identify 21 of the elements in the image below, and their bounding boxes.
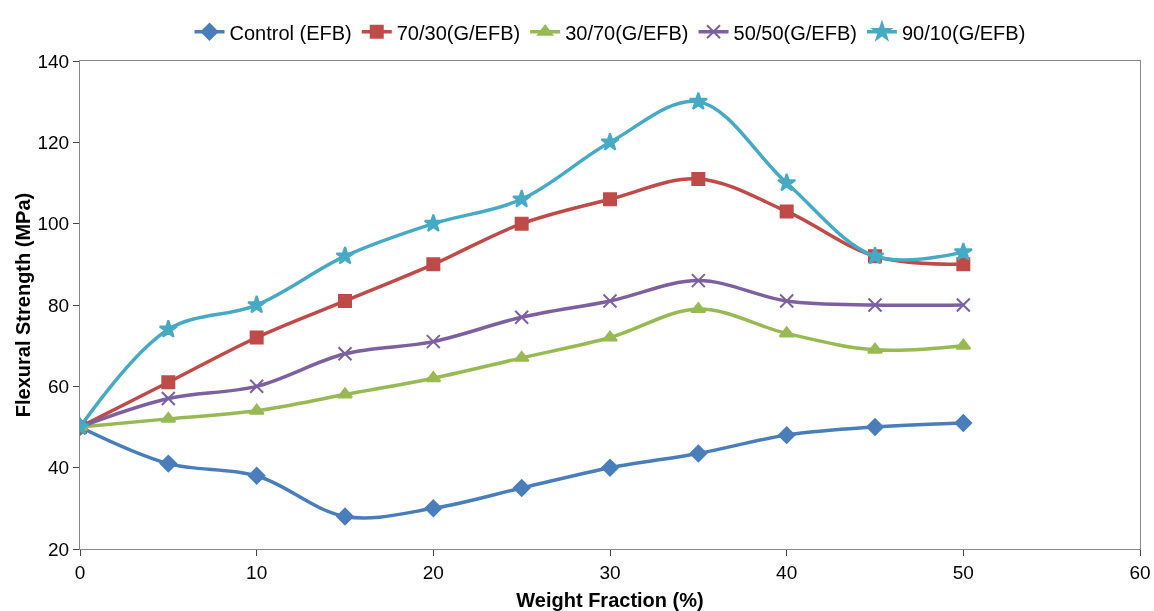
- x-tick-label: 50: [952, 561, 974, 583]
- y-tick-label: 40: [48, 457, 70, 479]
- x-tick-label: 20: [422, 561, 444, 583]
- legend-label: 50/50(G/EFB): [733, 21, 857, 44]
- y-tick-label: 20: [48, 538, 70, 560]
- y-tick-label: 120: [37, 131, 70, 153]
- legend-label: 70/30(G/EFB): [396, 21, 521, 44]
- x-tick-label: 0: [74, 561, 86, 583]
- x-axis-title: Weight Fraction (%): [516, 589, 704, 611]
- x-tick-label: 40: [776, 561, 798, 583]
- x-tick-label: 60: [1129, 561, 1151, 583]
- y-tick-label: 140: [37, 50, 70, 72]
- y-tick-label: 100: [37, 213, 70, 235]
- y-axis-title: Flexural Strength (MPa): [12, 192, 34, 418]
- legend-label: 90/10(G/EFB): [901, 21, 1026, 44]
- x-tick-label: 30: [599, 561, 621, 583]
- y-tick-label: 80: [48, 294, 70, 316]
- legend-label: 30/70(G/EFB): [565, 21, 689, 44]
- legend-label: Control (EFB): [229, 21, 352, 44]
- y-tick-label: 60: [48, 375, 70, 397]
- x-tick-label: 10: [246, 561, 268, 583]
